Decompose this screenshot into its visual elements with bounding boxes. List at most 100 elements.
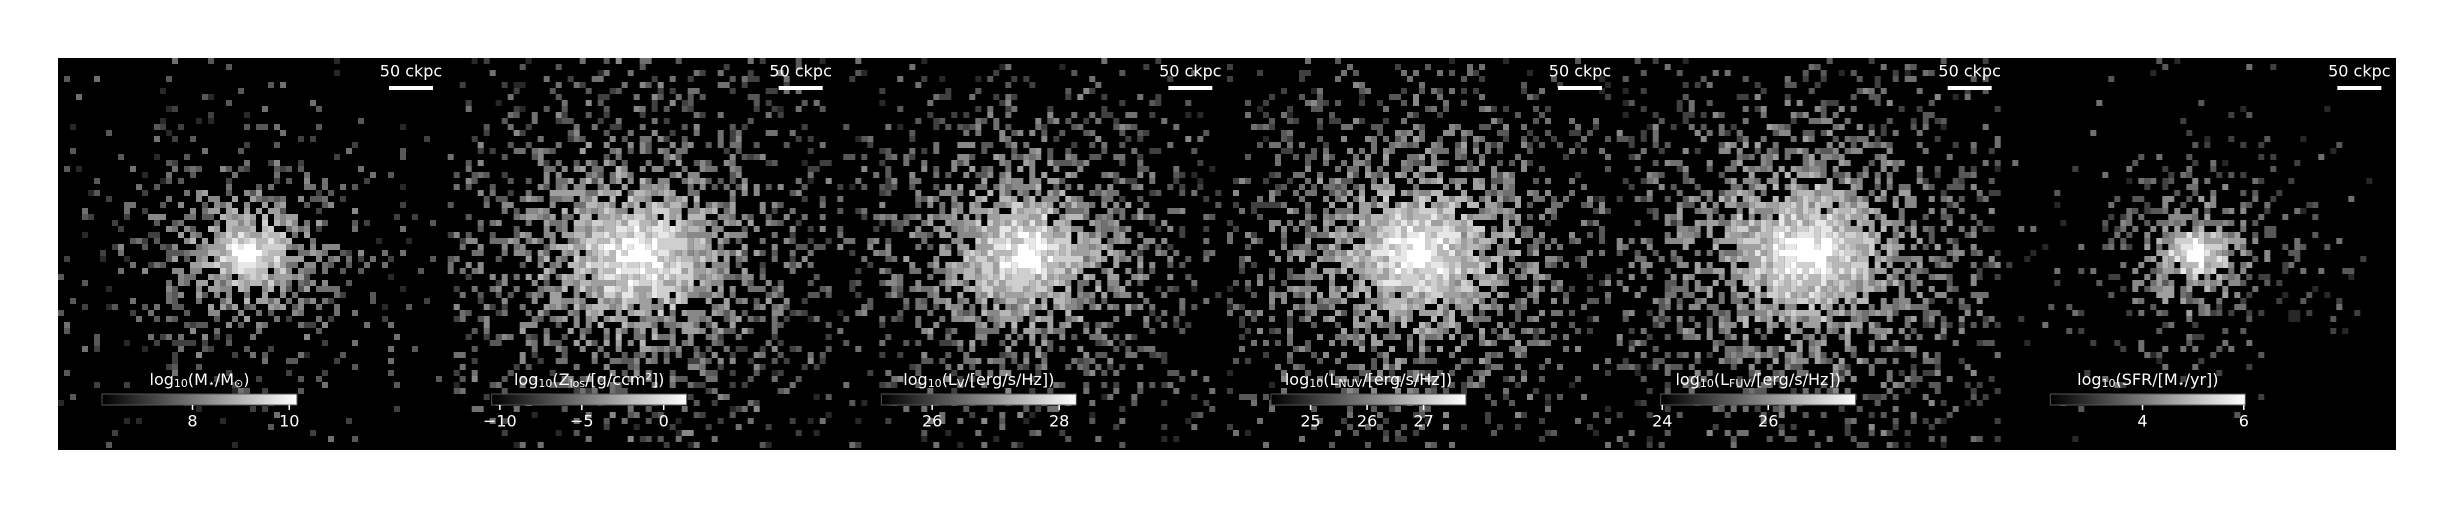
label-text: (L <box>1323 370 1338 389</box>
map-pixels <box>2120 178 2271 316</box>
map-pixels <box>1772 232 1833 274</box>
colorbar-tick-label: 10 <box>279 412 299 431</box>
label-subscript: FUV <box>1729 377 1751 390</box>
colorbar-label: log10(SFR/[M⋆/yr]) <box>2077 370 2218 391</box>
label-subscript: 10 <box>1309 377 1323 390</box>
label-subscript: 10 <box>538 377 552 390</box>
map-pixels <box>999 232 1054 274</box>
label-subscript: 10 <box>928 377 942 390</box>
label-text: (L <box>1714 370 1729 389</box>
colorbar-tick-label: 4 <box>2137 412 2147 431</box>
colorbar-label: log10(Zlos/[g/ccm²]) <box>514 370 664 391</box>
map-pixels <box>1347 196 1485 310</box>
label-text: /[erg/s/Hz]) <box>1751 370 1841 389</box>
map-pixels <box>64 106 430 436</box>
colorbar <box>1660 393 1857 406</box>
label-text: /[erg/s/Hz]) <box>1362 370 1452 389</box>
colorbar-tick-label: 6 <box>2239 412 2249 431</box>
map-pixels <box>214 220 286 286</box>
label-subscript: NUV <box>1338 377 1362 390</box>
label-subscript: 10 <box>174 377 188 390</box>
map-pixels <box>1227 64 1611 442</box>
colorbar-tick-label: 0 <box>659 412 669 431</box>
map-pixels <box>1329 178 1521 334</box>
colorbar-tick-label: 27 <box>1413 412 1433 431</box>
label-text: /M <box>215 370 234 389</box>
scale-bar-label: 50 ckpc <box>769 62 831 81</box>
label-text: log <box>903 370 927 389</box>
map-pixels <box>2006 64 2367 400</box>
map-pixels <box>447 58 832 448</box>
colorbar-tick-label: 26 <box>1758 412 1778 431</box>
map-pixels <box>963 202 1084 310</box>
label-text: ) <box>243 370 249 389</box>
label-text: log <box>150 370 174 389</box>
label-subscript: ⋆ <box>2178 377 2185 390</box>
label-text: /yr]) <box>2185 370 2219 389</box>
image-background <box>58 58 2396 450</box>
label-text: (SFR/[M <box>2116 370 2178 389</box>
map-pixels <box>837 88 1192 424</box>
map-pixels <box>232 244 262 262</box>
label-text: log <box>1675 370 1699 389</box>
scale-bar-label: 50 ckpc <box>380 62 442 81</box>
label-text: log <box>2077 370 2101 389</box>
map-pixels <box>2186 238 2205 268</box>
map-pixels <box>603 226 664 286</box>
map-pixels <box>567 196 706 316</box>
label-subscript: los <box>570 377 586 390</box>
map-pixels <box>1227 58 1611 448</box>
label-text: log <box>1285 370 1309 389</box>
scale-bar-label: 50 ckpc <box>1938 62 2000 81</box>
map-pixels <box>453 58 832 442</box>
map-pixels <box>837 58 1216 448</box>
map-pixels <box>118 160 364 358</box>
label-subscript: V <box>957 377 965 390</box>
map-pixels <box>1736 184 1875 322</box>
colorbar-tick-label: 26 <box>1357 412 1377 431</box>
map-pixels <box>1287 136 1545 370</box>
colorbar-tick-label: −10 <box>483 412 517 431</box>
map-pixels <box>58 58 412 448</box>
colorbar <box>2049 393 2246 406</box>
colorbar-tick-label: 24 <box>1652 412 1672 431</box>
label-subscript: ⊙ <box>234 377 243 390</box>
label-text: (L <box>942 370 957 389</box>
map-pixels <box>172 190 322 322</box>
map-pixels <box>2144 196 2253 316</box>
label-text: (M <box>188 370 208 389</box>
scale-bar-label: 50 ckpc <box>1549 62 1611 81</box>
colorbar-tick-label: 8 <box>187 412 197 431</box>
scale-bar-label: 50 ckpc <box>1159 62 1221 81</box>
label-text: /[erg/s/Hz]) <box>964 370 1054 389</box>
colorbar-tick-label: 28 <box>1049 412 1069 431</box>
map-pixels <box>585 220 682 298</box>
label-text: (Z <box>552 370 569 389</box>
map-pixels <box>1616 88 2001 436</box>
map-pixels <box>903 148 1144 358</box>
colorbar <box>1270 393 1467 406</box>
map-pixels <box>1389 226 1449 274</box>
colorbar-tick-label: 26 <box>922 412 942 431</box>
map-pixels <box>507 142 772 352</box>
map-pixels <box>1676 124 1941 370</box>
colorbar <box>101 393 298 406</box>
colorbar <box>491 393 688 406</box>
map-pixels <box>220 232 280 274</box>
map-pixels <box>1371 214 1461 292</box>
colorbar <box>880 393 1077 406</box>
label-text: log <box>514 370 538 389</box>
label-text: /[g/ccm²]) <box>585 370 664 389</box>
map-pixels <box>951 184 1114 328</box>
scale-bar-label: 50 ckpc <box>2328 62 2390 81</box>
label-subscript: 10 <box>1700 377 1714 390</box>
colorbar-tick-label: 25 <box>1300 412 1320 431</box>
colorbar-label: log10(LFUV/[erg/s/Hz]) <box>1675 370 1840 391</box>
map-pixels <box>1754 214 1857 298</box>
colorbar-label: log10(LNUV/[erg/s/Hz]) <box>1285 370 1452 391</box>
colorbar-label: log10(M⋆/M⊙) <box>150 370 250 391</box>
map-pixels <box>1712 172 1899 340</box>
label-subscript: 10 <box>2102 377 2116 390</box>
